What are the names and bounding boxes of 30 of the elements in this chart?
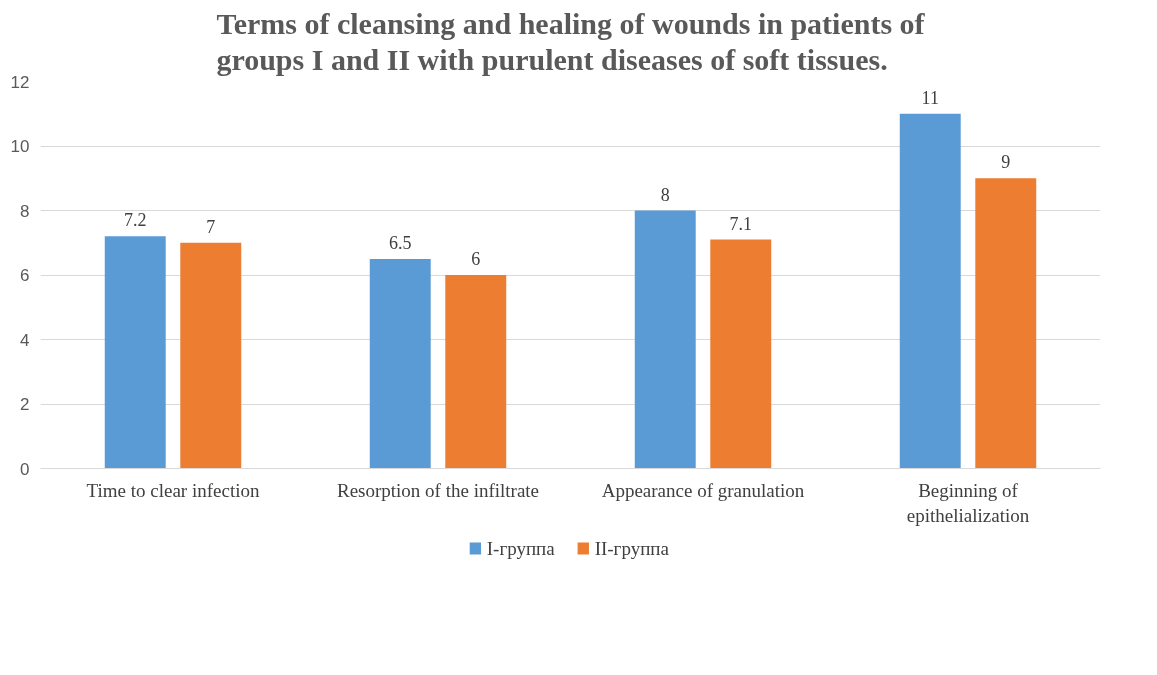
y-tick-label: 4 <box>20 330 30 350</box>
data-label: 7 <box>206 216 216 237</box>
bar <box>975 178 1037 469</box>
bar <box>899 113 961 469</box>
data-label: 7.2 <box>123 210 147 231</box>
bar <box>445 275 507 469</box>
y-tick-label: 8 <box>20 201 30 221</box>
bar <box>369 258 431 469</box>
x-tick-label: Resorption of the infiltrate <box>336 479 540 501</box>
y-tick-label: 6 <box>20 266 30 285</box>
chart-title: Terms of cleansing and healing of wounds in patients of groups I and II with purulent diseases of soft tissues. <box>216 7 926 77</box>
bar <box>104 236 166 469</box>
y-tick-label: 2 <box>20 395 30 414</box>
data-label: 6 <box>471 249 481 269</box>
data-label: 9 <box>1001 152 1011 173</box>
y-tick-label: 0 <box>20 459 30 479</box>
legend-label: II-группа <box>594 538 670 559</box>
bar <box>710 239 772 469</box>
y-tick-label: 10 <box>10 137 30 156</box>
y-tick-label: 12 <box>10 72 30 92</box>
bar <box>180 242 242 469</box>
data-label: 11 <box>921 87 939 108</box>
data-label: 8 <box>660 184 670 205</box>
legend-label: I-группа <box>486 538 556 559</box>
x-tick-label: Time to clear infection <box>86 479 260 501</box>
bar <box>634 210 696 469</box>
data-label: 6.5 <box>388 232 412 253</box>
data-label: 7.1 <box>729 213 753 234</box>
x-tick-label: Beginning of epithelialization <box>906 479 1030 526</box>
x-tick-label: Appearance of granulation <box>601 479 805 501</box>
